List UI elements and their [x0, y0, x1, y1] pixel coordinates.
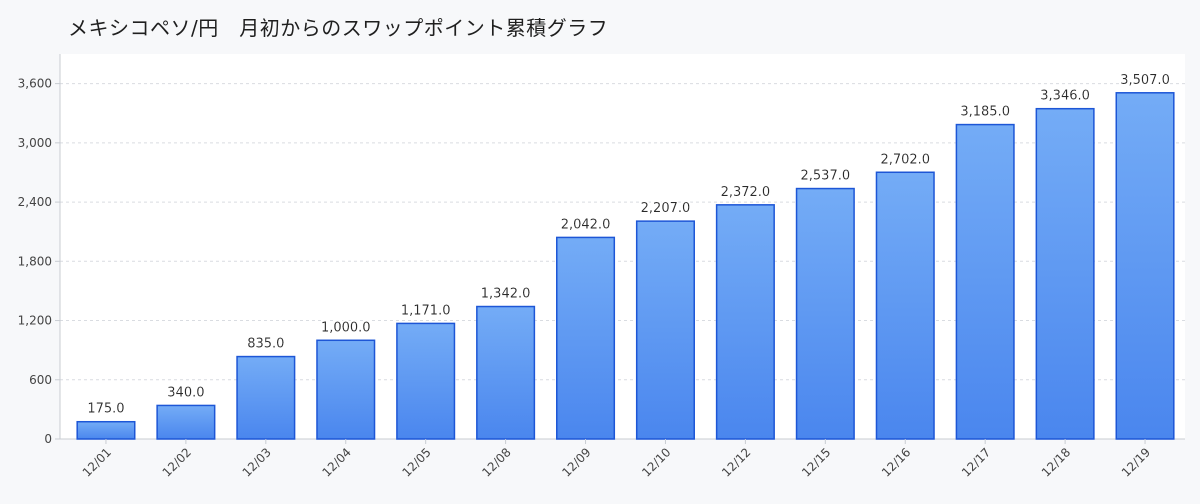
data-label: 3,507.0 [1120, 73, 1170, 88]
y-tick-label: 2,400 [18, 195, 52, 209]
data-label: 3,185.0 [960, 105, 1010, 120]
bar-12-12[interactable] [715, 204, 775, 440]
bar-chart: 175.0 340.0 835.0 1,000.0 1,171.0 1,342.0 2,04… [18, 54, 1185, 480]
bar-12-18[interactable] [1035, 107, 1095, 440]
x-tick-label: 12/02 [160, 445, 194, 479]
data-labels: 175.0 340.0 835.0 1,000.0 1,171.0 1,342.0 2,04… [87, 73, 1169, 417]
x-tick-label: 12/10 [639, 445, 673, 479]
x-tick-label: 12/19 [1119, 445, 1153, 479]
y-tick-label: 1,200 [18, 314, 52, 328]
x-tick-label: 12/04 [320, 445, 354, 479]
bar-12-01[interactable] [76, 420, 136, 440]
bar-12-09[interactable] [556, 236, 616, 440]
y-tick-label: 0 [44, 432, 52, 446]
bar-12-03[interactable] [236, 355, 296, 440]
data-label: 1,000.0 [321, 320, 371, 335]
x-tick-label: 12/05 [399, 445, 433, 479]
y-tick-label: 3,000 [18, 136, 52, 150]
y-tick-label: 1,800 [18, 254, 52, 268]
plot-background [60, 54, 1185, 439]
bar-12-17[interactable] [955, 123, 1015, 440]
data-label: 175.0 [87, 402, 124, 417]
x-tick-label: 12/16 [879, 445, 913, 479]
x-tick-label: 12/03 [240, 445, 274, 479]
data-label: 3,346.0 [1040, 89, 1090, 104]
bar-12-16[interactable] [875, 171, 935, 440]
chart-title: メキシコペソ/円 月初からのスワップポイント累積グラフ [68, 16, 609, 40]
chart-area: 175.0 340.0 835.0 1,000.0 1,171.0 1,342.0 2,04… [0, 46, 1200, 500]
data-label: 2,372.0 [721, 185, 771, 200]
data-label: 2,537.0 [801, 169, 851, 184]
bar-12-08[interactable] [476, 305, 536, 440]
data-label: 1,171.0 [401, 303, 451, 318]
data-label: 1,342.0 [481, 287, 531, 302]
data-label: 340.0 [167, 385, 204, 400]
x-tick-label: 12/08 [479, 445, 513, 479]
bar-12-05[interactable] [396, 322, 456, 440]
x-tick-label: 12/12 [719, 445, 753, 479]
bar-12-02[interactable] [156, 404, 216, 440]
data-label: 2,207.0 [641, 201, 691, 216]
x-tick-label: 12/18 [1039, 445, 1073, 479]
x-axis-ticks: 12/01 12/02 12/03 12/04 12/05 12/08 12/09 12/10… [80, 439, 1153, 480]
x-tick-label: 12/09 [559, 445, 593, 479]
y-tick-label: 600 [29, 373, 52, 387]
data-label: 2,042.0 [561, 217, 611, 232]
y-axis-ticks: 0 600 1,200 1,800 2,400 3,000 3,600 [18, 77, 60, 446]
x-tick-label: 12/15 [799, 445, 833, 479]
x-tick-label: 12/17 [959, 445, 993, 479]
bar-12-10[interactable] [635, 220, 695, 440]
bar-12-19[interactable] [1115, 92, 1175, 440]
chart-header: メキシコペソ/円 月初からのスワップポイント累積グラフ [0, 0, 1200, 46]
bars [76, 92, 1175, 440]
bar-12-04[interactable] [316, 339, 376, 440]
data-label: 2,702.0 [880, 152, 930, 167]
data-label: 835.0 [247, 337, 284, 352]
x-tick-label: 12/01 [80, 445, 114, 479]
bar-12-15[interactable] [795, 187, 855, 440]
y-tick-label: 3,600 [18, 77, 52, 91]
